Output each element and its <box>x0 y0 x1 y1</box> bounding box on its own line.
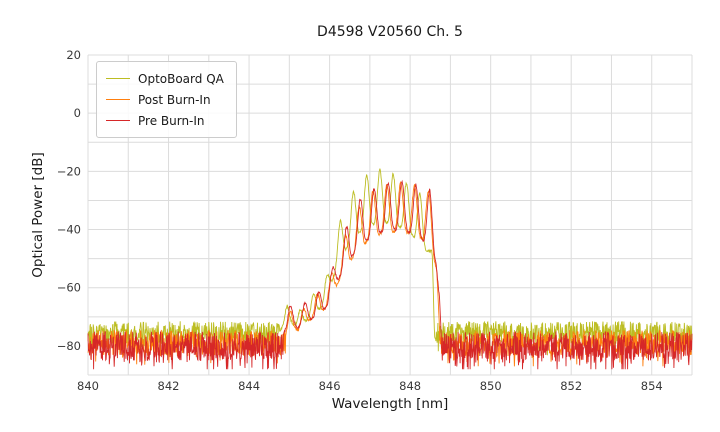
y-tick-label: 0 <box>74 106 81 120</box>
tick-labels: 840 842 844 846 848 850 852 854 20 0 −20 −40 −60 −80 <box>57 48 663 393</box>
x-tick-label: 850 <box>480 379 502 393</box>
x-tick-label: 844 <box>238 379 260 393</box>
series-line-pre-burn-in <box>87 179 693 370</box>
legend-item-optoboard-qa: OptoBoard QA <box>106 68 224 89</box>
y-tick-label: −20 <box>57 164 81 178</box>
x-tick-label: 854 <box>641 379 663 393</box>
y-tick-label: −80 <box>57 339 81 353</box>
x-tick-label: 846 <box>319 379 341 393</box>
series-lines <box>87 168 693 370</box>
chart-title: D4598 V20560 Ch. 5 <box>317 24 463 40</box>
grid-lines <box>87 54 693 376</box>
legend-swatch-pre-burn-in <box>106 120 130 121</box>
x-tick-label: 840 <box>77 379 99 393</box>
y-tick-label: −40 <box>57 223 81 237</box>
legend-swatch-post-burn-in <box>106 99 130 100</box>
x-tick-label: 852 <box>560 379 582 393</box>
legend-item-pre-burn-in: Pre Burn-In <box>106 110 224 131</box>
legend-label: Pre Burn-In <box>138 113 205 128</box>
legend: OptoBoard QA Post Burn-In Pre Burn-In <box>96 61 237 138</box>
y-tick-label: −60 <box>57 281 81 295</box>
legend-swatch-optoboard-qa <box>106 78 130 79</box>
legend-label: OptoBoard QA <box>138 71 224 86</box>
legend-label: Post Burn-In <box>138 92 211 107</box>
legend-item-post-burn-in: Post Burn-In <box>106 89 224 110</box>
x-tick-label: 842 <box>158 379 180 393</box>
x-tick-label: 848 <box>399 379 421 393</box>
y-tick-label: 20 <box>66 48 81 62</box>
x-axis-label: Wavelength [nm] <box>331 396 449 412</box>
